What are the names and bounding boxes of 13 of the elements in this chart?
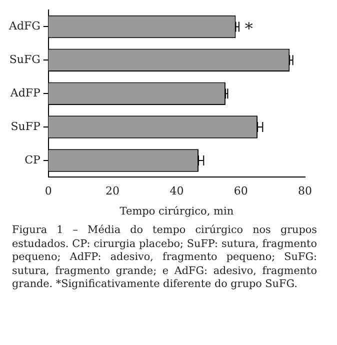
y-tick-label: AdFP <box>9 86 41 100</box>
x-tick-label: 40 <box>170 184 184 198</box>
x-tick-label: 0 <box>44 184 52 198</box>
data-label: * <box>244 18 253 38</box>
y-tick-label: SuFP <box>10 120 41 133</box>
x-tick-label: 60 <box>234 184 248 198</box>
x-tick-label: 20 <box>106 184 120 198</box>
y-tick-label: CP <box>24 153 41 166</box>
x-axis-title: Tempo cirúrgico, min <box>120 205 234 218</box>
text: Figura 1 – Média do tempo cirúrgico nos grupos estudados. CP: cirurgia placebo; SuFP: sutura, fragmento pequeno; AdFP: adesivo, fragmento pequeno; SuFG: sutura, fragmento grande; e AdFG: adesivo, fragmento grande. *Significativamente diferente do grupo SuFG. <box>12 224 317 292</box>
y-tick-label: SuFG <box>9 53 40 66</box>
y-tick-label: AdFG <box>8 20 40 33</box>
x-tick-label: 80 <box>298 184 312 198</box>
